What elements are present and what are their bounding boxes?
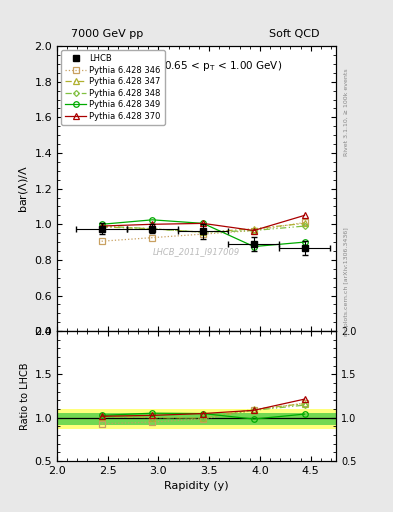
- Y-axis label: bar($\Lambda$)/$\Lambda$: bar($\Lambda$)/$\Lambda$: [17, 165, 30, 212]
- Pythia 6.428 347: [150, 226, 155, 232]
- Pythia 6.428 348: [302, 223, 307, 229]
- Pythia 6.428 370: [302, 212, 307, 219]
- Pythia 6.428 370: [201, 220, 206, 226]
- Pythia 6.428 346: [201, 231, 206, 237]
- Line: Pythia 6.428 349: Pythia 6.428 349: [99, 217, 307, 249]
- Pythia 6.428 346: [302, 220, 307, 226]
- Pythia 6.428 346: [252, 227, 256, 233]
- Text: 7000 GeV pp: 7000 GeV pp: [71, 29, 143, 39]
- Text: $\bar{\Lambda}/\Lambda$ vs |y|(0.65 < p$_\mathrm{T}$ < 1.00 GeV): $\bar{\Lambda}/\Lambda$ vs |y|(0.65 < p$…: [111, 57, 282, 74]
- Legend: LHCB, Pythia 6.428 346, Pythia 6.428 347, Pythia 6.428 348, Pythia 6.428 349, Py: LHCB, Pythia 6.428 346, Pythia 6.428 347…: [61, 50, 165, 125]
- Pythia 6.428 348: [99, 223, 104, 229]
- Pythia 6.428 349: [150, 217, 155, 223]
- Y-axis label: Ratio to LHCB: Ratio to LHCB: [20, 362, 30, 430]
- Text: LHCB_2011_I917009: LHCB_2011_I917009: [153, 247, 240, 256]
- Pythia 6.428 347: [252, 226, 256, 232]
- Line: Pythia 6.428 348: Pythia 6.428 348: [99, 224, 307, 234]
- Pythia 6.428 348: [150, 226, 155, 232]
- Text: mcplots.cern.ch [arXiv:1306.3436]: mcplots.cern.ch [arXiv:1306.3436]: [344, 227, 349, 336]
- Pythia 6.428 349: [302, 239, 307, 245]
- Pythia 6.428 347: [201, 229, 206, 236]
- Pythia 6.428 346: [150, 234, 155, 241]
- Pythia 6.428 349: [252, 244, 256, 250]
- Pythia 6.428 370: [252, 227, 256, 233]
- Pythia 6.428 347: [99, 224, 104, 230]
- Pythia 6.428 349: [99, 221, 104, 227]
- Pythia 6.428 370: [150, 221, 155, 227]
- Pythia 6.428 346: [99, 238, 104, 244]
- Pythia 6.428 348: [252, 227, 256, 233]
- Pythia 6.428 370: [99, 223, 104, 229]
- Text: Soft QCD: Soft QCD: [269, 29, 320, 39]
- Text: Rivet 3.1.10, ≥ 100k events: Rivet 3.1.10, ≥ 100k events: [344, 69, 349, 157]
- X-axis label: Rapidity (y): Rapidity (y): [164, 481, 229, 491]
- Line: Pythia 6.428 370: Pythia 6.428 370: [99, 212, 307, 233]
- Line: Pythia 6.428 347: Pythia 6.428 347: [99, 221, 307, 235]
- Pythia 6.428 349: [201, 220, 206, 226]
- Line: Pythia 6.428 346: Pythia 6.428 346: [99, 220, 307, 244]
- Pythia 6.428 348: [201, 229, 206, 236]
- Pythia 6.428 347: [302, 220, 307, 226]
